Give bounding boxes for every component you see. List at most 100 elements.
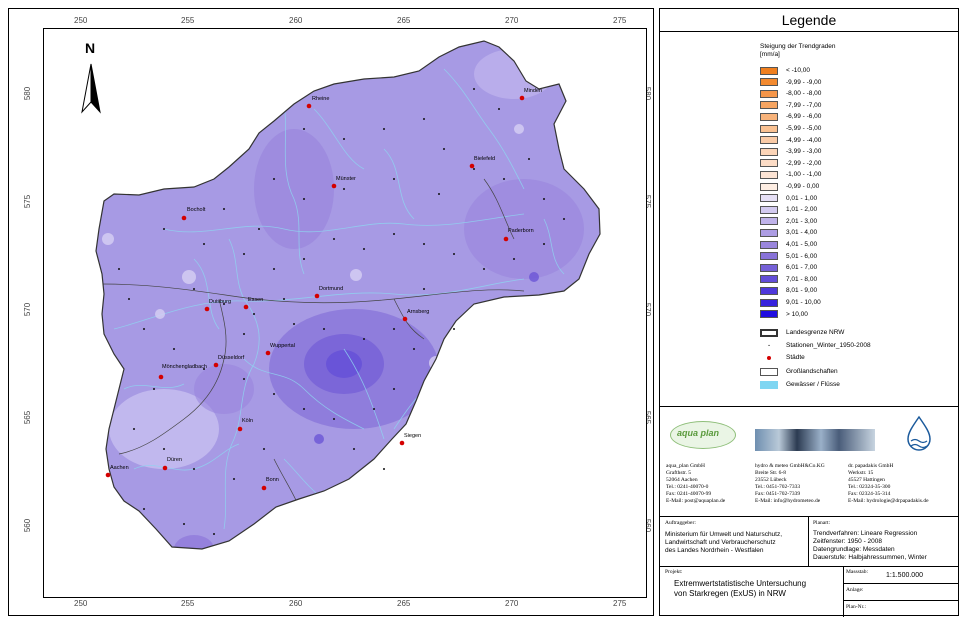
- river-swatch-icon: [760, 380, 778, 389]
- landscape-swatch-icon: [760, 367, 778, 376]
- grid-x-label: 255: [181, 16, 195, 25]
- legend-title: Legende: [660, 9, 958, 32]
- legend-panel: Legende Steigung der Trendgraden [mm/a] …: [659, 8, 959, 617]
- city-label: Münster: [336, 176, 356, 182]
- map-canvas[interactable]: N Rheine Minden Münster Bielefeld Bochol…: [43, 28, 647, 598]
- city-label: Rheine: [312, 96, 330, 102]
- city-label: Bonn: [266, 477, 279, 483]
- org1-address: aqua_plan GmbH Grafthstr. 5 52064 Aachen…: [666, 463, 726, 504]
- legend-symbol-stations: · Stationen_Winter_1950-2008: [760, 340, 870, 351]
- grid-x-label: 265: [397, 599, 411, 608]
- legend-subtitle: Steigung der Trendgraden [mm/a]: [760, 43, 836, 58]
- project-title: Extremwertstatistische Untersuchung von …: [674, 579, 807, 598]
- hydro-meteo-logo: [755, 429, 875, 451]
- grid-x-label: 275: [613, 599, 627, 608]
- legend-class-item: -9,99 - -9,00: [760, 77, 821, 88]
- project-label: Projekt:: [665, 569, 683, 575]
- color-swatch-icon: [760, 89, 778, 98]
- legend-class-item: -2,99 - -2,00: [760, 158, 821, 169]
- city-label: Arnsberg: [407, 309, 430, 315]
- color-swatch-icon: [760, 275, 778, 284]
- legend-symbol-cities: Städte: [760, 352, 805, 363]
- north-arrow-icon: [81, 63, 101, 114]
- station-dot-icon: ·: [767, 340, 771, 351]
- color-swatch-icon: [760, 205, 778, 214]
- grid-x-label: 275: [613, 16, 627, 25]
- legend-class-item: < -10,00: [760, 65, 810, 76]
- color-swatch-icon: [760, 66, 778, 75]
- city-label: Düren: [167, 457, 182, 463]
- city-dot-icon: [760, 355, 778, 360]
- legend-class-item: 7,01 - 8,00: [760, 274, 817, 285]
- color-swatch-icon: [760, 228, 778, 237]
- city-label: Bocholt: [187, 207, 206, 213]
- city-label: Wuppertal: [270, 343, 295, 349]
- legend-class-item: -7,99 - -7,00: [760, 100, 821, 111]
- grid-x-label: 255: [181, 599, 195, 608]
- city-label: Aachen: [110, 465, 129, 471]
- color-swatch-icon: [760, 147, 778, 156]
- legend-class-item: 3,01 - 4,00: [760, 227, 817, 238]
- color-swatch-icon: [760, 182, 778, 191]
- nrw-map: [81, 40, 601, 550]
- color-swatch-icon: [760, 286, 778, 295]
- legend-class-item: > 10,00: [760, 309, 808, 320]
- city-label: Düsseldorf: [218, 355, 245, 361]
- scale-value: 1:1.500.000: [886, 572, 923, 579]
- org3-address: dr. papadakis GmbH Werkstr. 15 45527 Hat…: [848, 463, 929, 504]
- grid-x-label: 250: [74, 16, 88, 25]
- legend-class-item: 0,01 - 1,00: [760, 193, 817, 204]
- legend-class-item: -3,99 - -3,00: [760, 146, 821, 157]
- grid-y-label: 575: [23, 194, 33, 209]
- legend-class-item: -0,99 - 0,00: [760, 181, 819, 192]
- grid-x-label: 265: [397, 16, 411, 25]
- scale-label: Massstab:: [846, 569, 868, 575]
- plan-label: Planart:: [813, 520, 831, 526]
- city-label: Bielefeld: [474, 156, 496, 162]
- city-markers: [105, 95, 525, 491]
- legend-class-item: 1,01 - 2,00: [760, 204, 817, 215]
- border-swatch-icon: [760, 328, 778, 337]
- org2-address: hydro & meteo GmbH&Co.KG Breite Str. 6-8…: [755, 463, 825, 504]
- sponsor-box: aqua plan aqua_plan GmbH Grafthstr. 5 52…: [660, 406, 958, 517]
- grid-x-label: 270: [505, 16, 519, 25]
- papadakis-logo: [904, 415, 934, 455]
- aqua-plan-logo: aqua plan: [670, 421, 736, 449]
- grid-x-label: 250: [74, 599, 88, 608]
- color-swatch-icon: [760, 240, 778, 249]
- legend-class-item: 4,01 - 5,00: [760, 239, 817, 250]
- color-swatch-icon: [760, 217, 778, 226]
- grid-x-label: 260: [289, 599, 303, 608]
- color-swatch-icon: [760, 298, 778, 307]
- color-swatch-icon: [760, 78, 778, 87]
- color-swatch-icon: [760, 252, 778, 261]
- legend-class-item: -1,00 - -1,00: [760, 169, 821, 180]
- client-plan-box: Auftraggeber: Ministerium für Umwelt und…: [660, 516, 958, 567]
- grid-y-label: 570: [23, 302, 33, 317]
- plan-text: Trendverfahren: Lineare Regression Zeitf…: [813, 530, 927, 561]
- project-box: Projekt: Extremwertstatistische Untersuc…: [660, 566, 958, 617]
- legend-class-item: 5,01 - 6,00: [760, 251, 817, 262]
- city-label: Köln: [242, 418, 254, 424]
- city-label: Mönchengladbach: [162, 364, 207, 370]
- grid-x-label: 260: [289, 16, 303, 25]
- grid-y-label: 560: [23, 518, 33, 533]
- client-label: Auftraggeber:: [665, 520, 696, 526]
- city-label: Paderborn: [508, 228, 534, 234]
- map-frame: 250 255 260 265 270 275 250 255 260 265 …: [8, 8, 654, 616]
- legend-symbol-border: Landesgrenze NRW: [760, 327, 844, 338]
- city-label: Siegen: [404, 433, 422, 439]
- city-label: Minden: [524, 88, 543, 94]
- legend-class-item: 6,01 - 7,00: [760, 262, 817, 273]
- city-label: Duisburg: [209, 299, 232, 305]
- grid-x-label: 270: [505, 599, 519, 608]
- color-swatch-icon: [760, 112, 778, 121]
- legend-class-item: -6,99 - -6,00: [760, 111, 821, 122]
- color-swatch-icon: [760, 170, 778, 179]
- legend-class-item: -4,99 - -4,00: [760, 135, 821, 146]
- client-text: Ministerium für Umwelt und Naturschutz, …: [665, 531, 783, 554]
- grid-y-label: 580: [23, 86, 33, 101]
- attachment-label: Anlage:: [846, 587, 864, 593]
- legend-class-item: 9,01 - 10,00: [760, 297, 821, 308]
- north-label: N: [85, 40, 96, 56]
